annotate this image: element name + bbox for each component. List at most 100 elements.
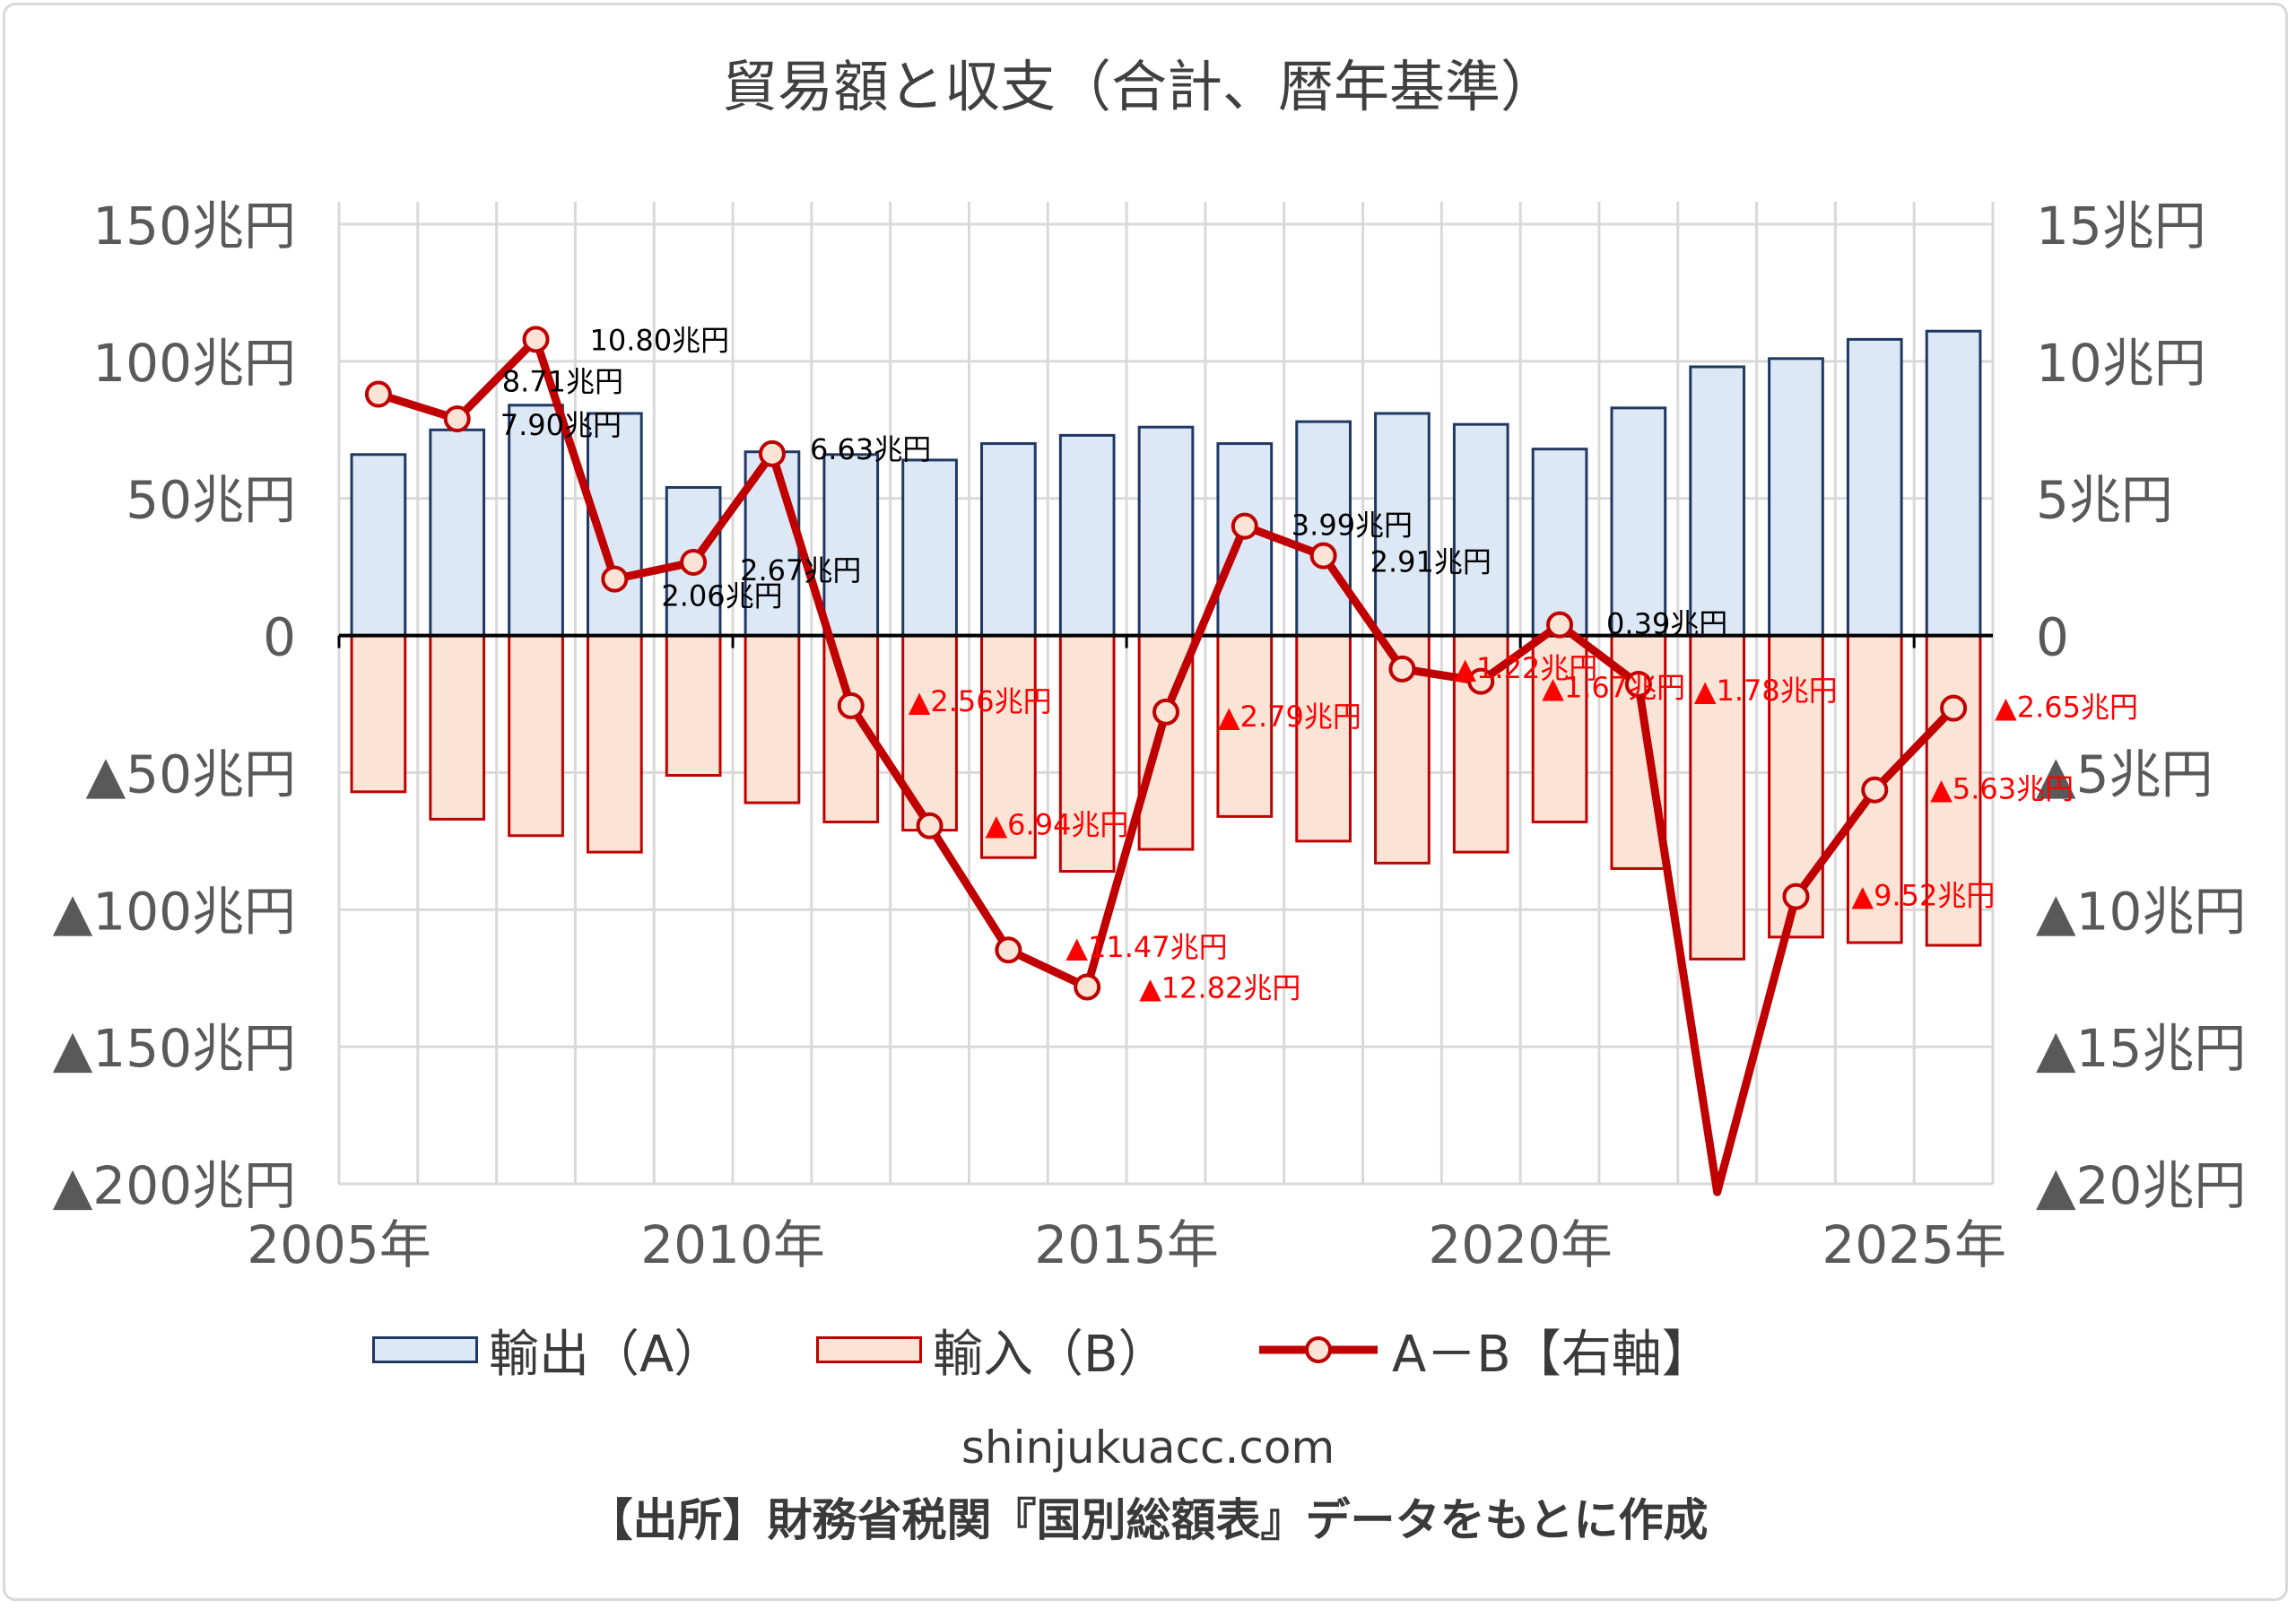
balance-marker bbox=[1074, 973, 1101, 1001]
balance-data-label: ▲1.22兆円 bbox=[1454, 651, 1597, 685]
export-bar bbox=[429, 428, 486, 638]
balance-data-label: 10.80兆円 bbox=[590, 323, 730, 357]
right-axis-tick-label: 0 bbox=[2036, 607, 2069, 668]
export-bar bbox=[1531, 448, 1588, 638]
balance-data-label: ▲1.78兆円 bbox=[1694, 674, 1838, 708]
balance-data-label: ▲1.67兆円 bbox=[1542, 671, 1685, 705]
export-bar bbox=[1452, 422, 1509, 638]
balance-marker bbox=[443, 405, 471, 433]
balance-marker bbox=[601, 565, 629, 593]
import-bar bbox=[980, 634, 1037, 859]
balance-marker bbox=[758, 439, 786, 467]
balance-marker bbox=[1624, 670, 1652, 698]
import-bar bbox=[1295, 634, 1352, 843]
balance-data-label: ▲6.94兆円 bbox=[986, 808, 1129, 842]
balance-data-label: 6.63兆円 bbox=[810, 432, 931, 466]
right-axis-tick-label: ▲5兆円 bbox=[2036, 744, 2213, 804]
export-bar bbox=[980, 442, 1037, 638]
balance-marker bbox=[680, 548, 708, 576]
legend-item-imports: 輸入（B） bbox=[816, 1318, 1168, 1384]
legend: 輸出（A） 輸入（B） A－B【右軸】 bbox=[0, 1318, 2296, 1384]
import-bar bbox=[1216, 634, 1274, 818]
import-bar bbox=[744, 634, 801, 804]
chart-title: 貿易額と収支（合計、暦年基準） bbox=[722, 54, 1556, 119]
balance-data-label: ▲2.65兆円 bbox=[1995, 691, 2138, 725]
right-axis-tick-label: ▲20兆円 bbox=[2036, 1155, 2246, 1216]
balance-data-label: 0.39兆円 bbox=[1606, 607, 1727, 641]
balance-marker bbox=[364, 380, 392, 408]
balance-marker bbox=[1388, 655, 1416, 683]
right-axis-tick-label: ▲10兆円 bbox=[2036, 881, 2246, 942]
left-axis-tick-label: ▲200兆円 bbox=[53, 1155, 296, 1216]
bar-series bbox=[350, 329, 1982, 961]
balance-marker bbox=[916, 812, 944, 839]
balance-data-label: ▲12.82兆円 bbox=[1139, 970, 1300, 1005]
legend-swatch-balance bbox=[1259, 1336, 1378, 1363]
import-bar bbox=[665, 634, 722, 777]
export-bar bbox=[1058, 433, 1116, 638]
balance-marker bbox=[1940, 694, 1968, 722]
export-bar bbox=[1610, 406, 1667, 638]
balance-marker bbox=[1782, 883, 1810, 910]
balance-marker bbox=[1861, 776, 1889, 804]
balance-marker bbox=[1309, 542, 1337, 570]
legend-item-exports: 輸出（A） bbox=[372, 1318, 724, 1384]
export-bar bbox=[1374, 412, 1431, 638]
axes: 150兆円 100兆円 50兆円 0 ▲50兆円 ▲100兆円 ▲150兆円 ▲200兆円 15… bbox=[53, 196, 2247, 1275]
export-bar bbox=[1925, 329, 1982, 638]
left-axis-tick-label: 150兆円 bbox=[92, 196, 296, 257]
left-axis-tick-label: 0 bbox=[263, 607, 296, 668]
balance-line-series bbox=[364, 326, 1968, 1196]
footer-source: 【出所】財務省税関『国別総額表』データをもとに作成 bbox=[587, 1494, 1709, 1546]
export-bar bbox=[1689, 365, 1746, 638]
export-bar bbox=[822, 453, 880, 638]
balance-data-label: ▲9.52兆円 bbox=[1851, 879, 1995, 913]
import-bar bbox=[508, 634, 564, 838]
balance-data-label: 7.90兆円 bbox=[500, 408, 622, 442]
footer-site: shinjukuacc.com bbox=[961, 1422, 1335, 1474]
import-bar bbox=[1531, 634, 1588, 823]
export-bar bbox=[508, 404, 564, 638]
left-axis-tick-label: 100兆円 bbox=[92, 333, 296, 394]
right-axis-tick-label: 10兆円 bbox=[2036, 333, 2206, 394]
balance-data-label: ▲11.47兆円 bbox=[1065, 930, 1227, 964]
balance-marker bbox=[522, 326, 550, 353]
x-axis-tick-label: 2010年 bbox=[640, 1214, 825, 1275]
right-axis-tick-label: 5兆円 bbox=[2036, 470, 2173, 531]
export-bar bbox=[665, 485, 722, 638]
right-axis-tick-label: 15兆円 bbox=[2036, 196, 2206, 257]
legend-label-balance: A－B【右軸】 bbox=[1392, 1325, 1712, 1384]
balance-marker bbox=[995, 936, 1022, 964]
import-bar bbox=[586, 634, 643, 854]
export-bar bbox=[901, 458, 958, 638]
x-axis-tick-label: 2005年 bbox=[247, 1214, 431, 1275]
balance-marker bbox=[1546, 611, 1574, 639]
import-bar bbox=[1925, 634, 1982, 947]
balance-data-label: ▲2.56兆円 bbox=[909, 684, 1052, 718]
legend-label-imports: 輸入（B） bbox=[933, 1325, 1169, 1384]
gridlines bbox=[337, 202, 1995, 1186]
balance-data-label: 2.06兆円 bbox=[661, 579, 782, 613]
balance-data-label: ▲2.79兆円 bbox=[1218, 700, 1361, 734]
left-axis-tick-label: ▲100兆円 bbox=[53, 881, 296, 942]
balance-data-label: ▲5.63兆円 bbox=[1930, 772, 2074, 806]
x-axis-tick-label: 2020年 bbox=[1428, 1214, 1613, 1275]
legend-swatch-exports bbox=[372, 1336, 478, 1363]
left-axis-tick-label: ▲50兆円 bbox=[86, 744, 296, 804]
import-bar bbox=[350, 634, 407, 794]
export-bar bbox=[1768, 357, 1824, 638]
export-bar bbox=[350, 453, 407, 638]
right-axis-tick-label: ▲15兆円 bbox=[2036, 1018, 2246, 1079]
legend-swatch-imports bbox=[816, 1336, 922, 1363]
export-bar bbox=[1137, 425, 1195, 638]
left-axis-tick-label: ▲150兆円 bbox=[53, 1018, 296, 1079]
balance-data-label: 2.91兆円 bbox=[1370, 545, 1492, 579]
balance-data-label: 3.99兆円 bbox=[1292, 509, 1413, 543]
export-bar bbox=[1295, 420, 1352, 638]
legend-label-exports: 輸出（A） bbox=[489, 1325, 725, 1384]
x-axis-tick-label: 2025年 bbox=[1822, 1214, 2006, 1275]
import-bar bbox=[429, 634, 486, 821]
import-bar bbox=[1058, 634, 1116, 873]
